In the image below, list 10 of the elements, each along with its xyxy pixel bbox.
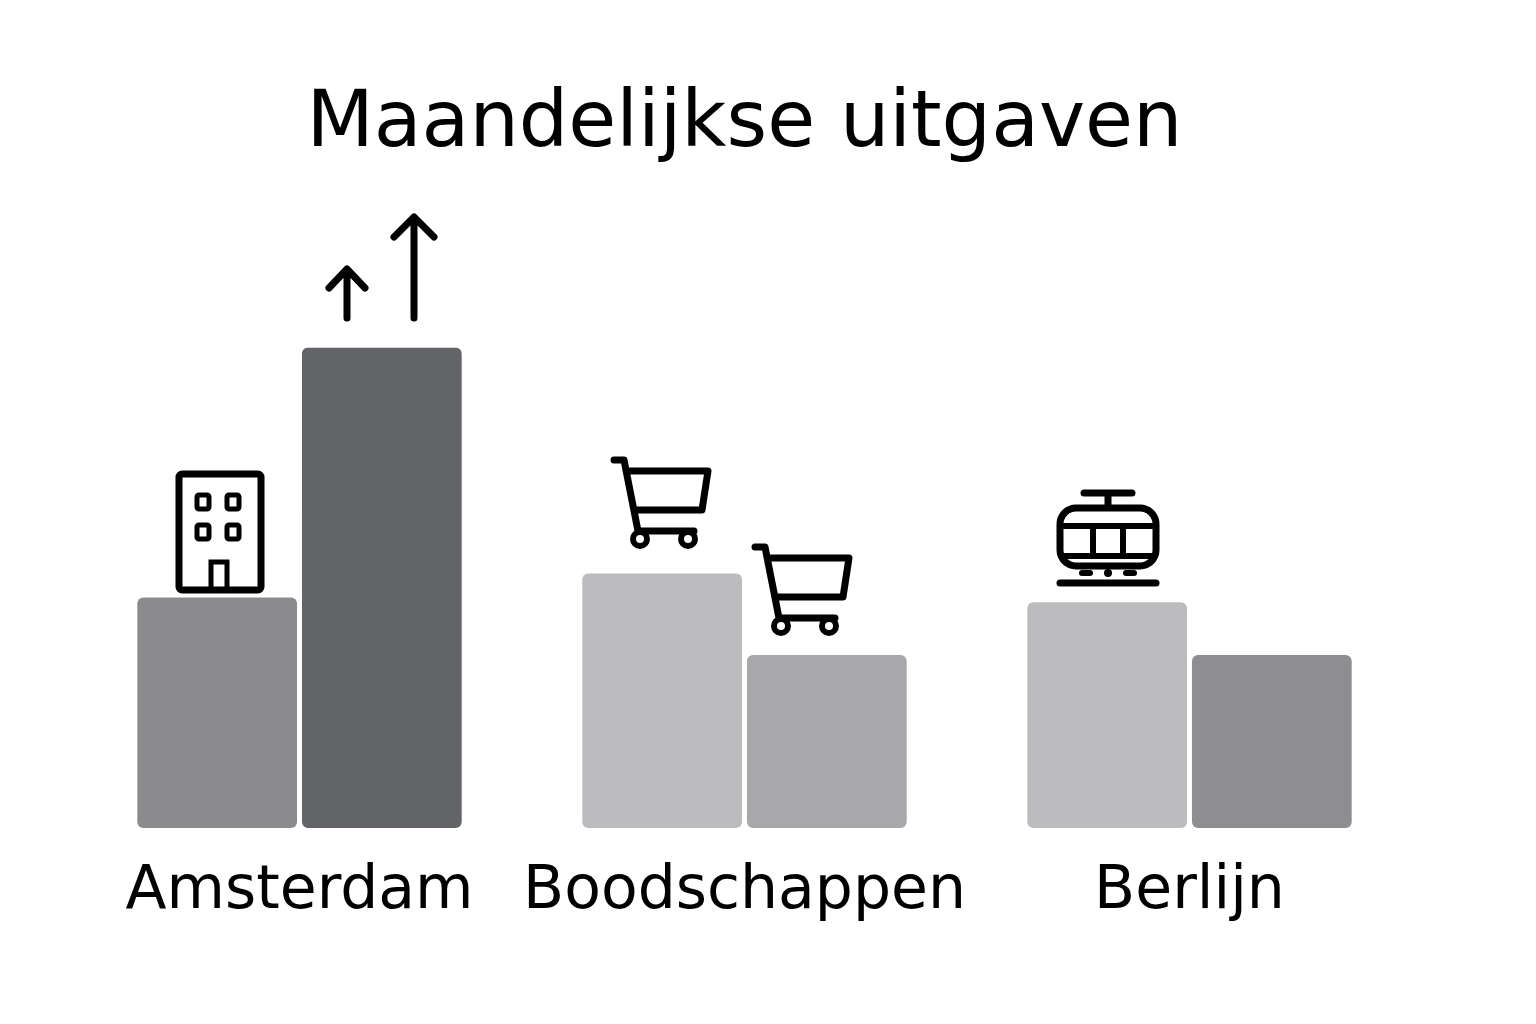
- x-tick-label: Amsterdam: [125, 851, 474, 922]
- bar: [582, 573, 743, 828]
- bar: [301, 347, 462, 828]
- bar: [1027, 602, 1188, 828]
- bar: [1191, 655, 1352, 828]
- chart-title: Maandelijkse uitgaven: [306, 74, 1183, 165]
- bar: [137, 597, 298, 828]
- x-tick-label: Berlijn: [1094, 851, 1285, 922]
- x-tick-label: Boodschappen: [523, 851, 966, 922]
- bar: [746, 655, 907, 828]
